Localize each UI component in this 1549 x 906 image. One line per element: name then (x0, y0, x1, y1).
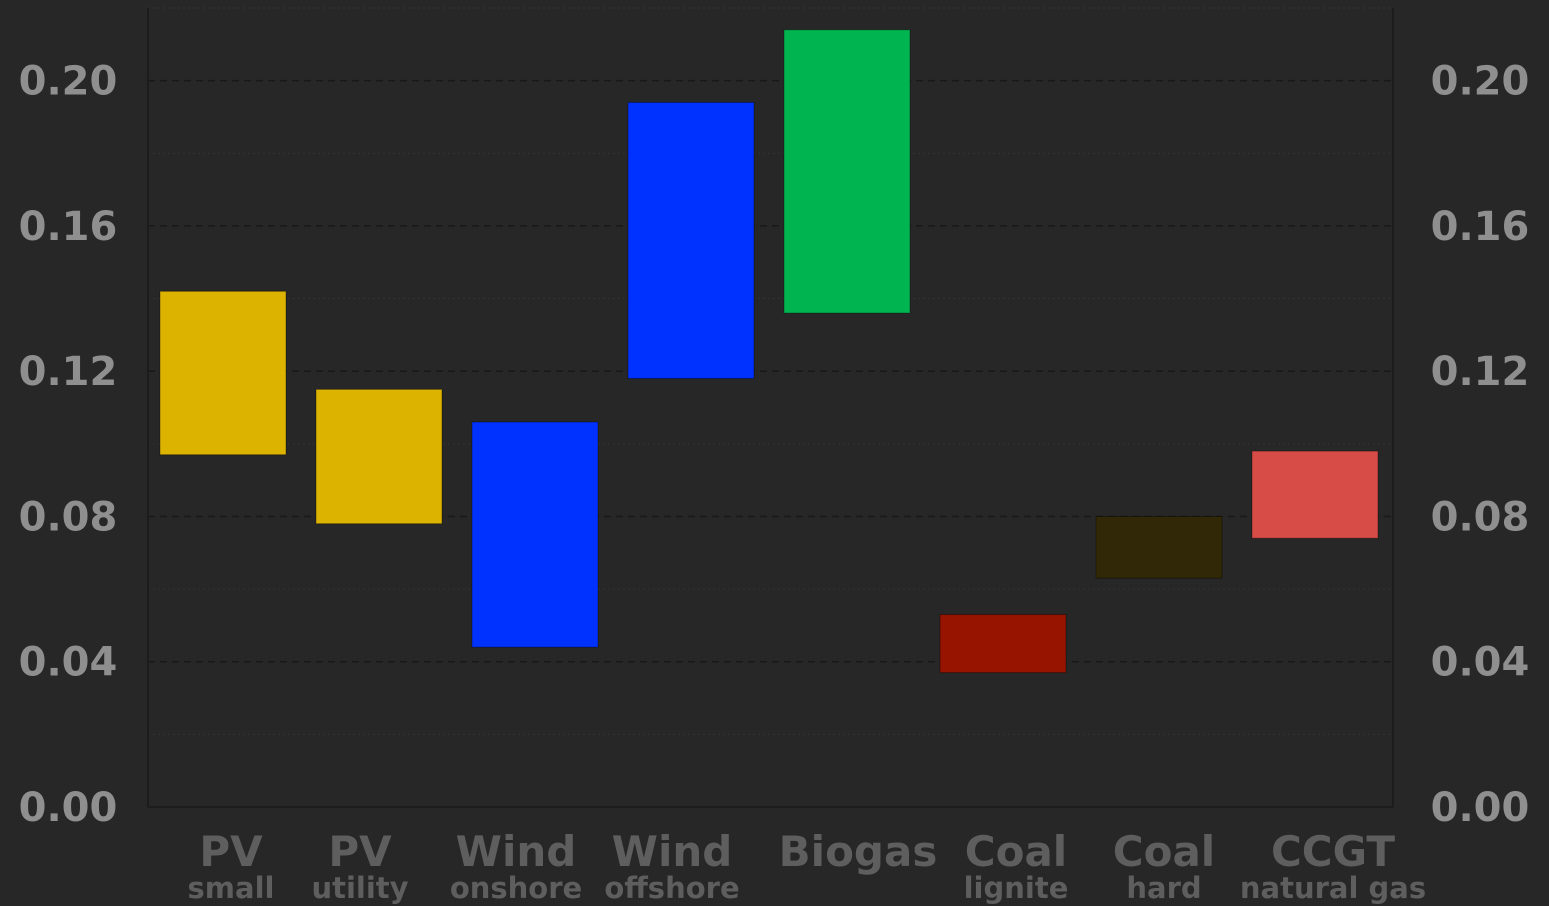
y-tick-label-right: 0.00 (1431, 785, 1530, 831)
x-category-sublabel: offshore (604, 871, 739, 905)
x-category-label: PV (328, 827, 392, 876)
range-bar (1095, 515, 1223, 579)
y-axis-right-labels: 0.00 0.04 0.08 0.12 0.16 0.20 (1431, 59, 1530, 831)
y-tick-label-right: 0.16 (1431, 204, 1530, 250)
x-category-sublabel: utility (311, 871, 408, 905)
grid-lines (148, 7, 1393, 735)
y-tick-label-left: 0.16 (19, 204, 118, 250)
x-category-label: CCGT (1271, 827, 1395, 876)
x-category-label: Biogas (779, 827, 938, 876)
x-category-label: Coal (965, 827, 1067, 876)
x-category-label: Wind (456, 827, 577, 876)
range-bar (627, 101, 755, 379)
x-axis-category-labels: PVsmallPVutilityWindonshoreWindoffshoreB… (188, 827, 1427, 905)
y-tick-label-left: 0.12 (19, 349, 118, 395)
y-tick-label-left: 0.04 (19, 640, 118, 686)
range-bar (471, 421, 599, 648)
range-bar (159, 290, 287, 456)
y-axis-left-labels: 0.00 0.04 0.08 0.12 0.16 0.20 (19, 59, 118, 831)
x-category-sublabel: natural gas (1240, 871, 1426, 905)
bars (159, 29, 1379, 674)
y-tick-label-left: 0.20 (19, 59, 118, 105)
range-bar (783, 29, 911, 314)
x-category-label: Coal (1113, 827, 1215, 876)
range-bar (1251, 450, 1379, 539)
y-tick-label-right: 0.08 (1431, 494, 1530, 540)
x-category-label: Wind (612, 827, 733, 876)
x-category-sublabel: hard (1126, 871, 1201, 905)
x-category-sublabel: onshore (450, 871, 582, 905)
y-tick-label-right: 0.20 (1431, 59, 1530, 105)
axes (147, 8, 1394, 808)
range-bar (315, 388, 443, 525)
x-category-sublabel: small (188, 871, 275, 905)
x-category-sublabel: lignite (964, 871, 1069, 905)
y-tick-label-left: 0.08 (19, 494, 118, 540)
y-tick-label-right: 0.04 (1431, 640, 1530, 686)
y-tick-label-left: 0.00 (19, 785, 118, 831)
y-tick-label-right: 0.12 (1431, 349, 1530, 395)
range-bar (939, 614, 1067, 674)
x-category-label: PV (199, 827, 263, 876)
